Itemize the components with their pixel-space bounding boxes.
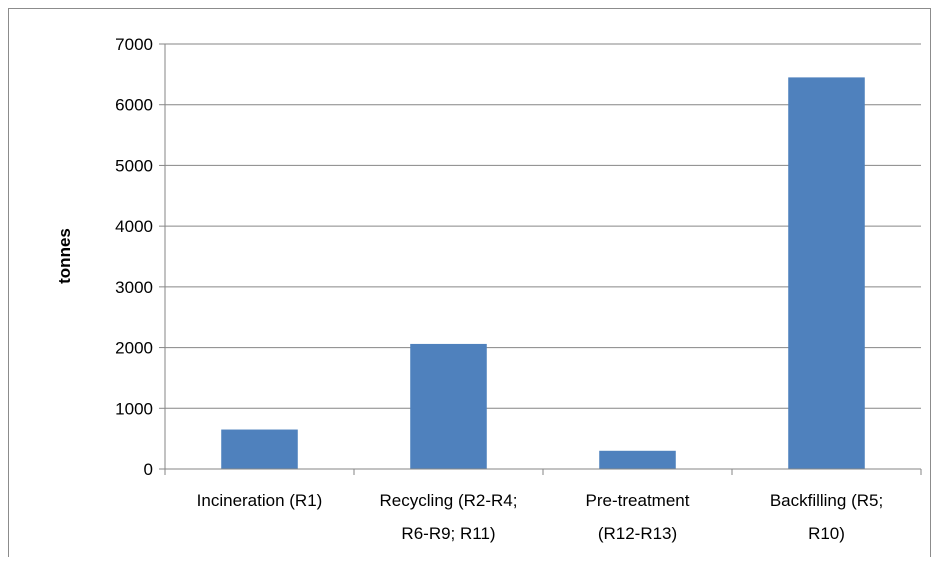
y-tick-label: 4000 [115,217,153,236]
x-tick-label-line: R6-R9; R11) [401,524,495,543]
x-tick-label: Recycling (R2-R4; R6-R9; R11) [380,491,518,543]
x-tick-labels: Incineration (R1) Recycling (R2-R4; R6-R9;… [197,491,884,543]
bar [221,429,298,469]
x-tick-label: Incineration (R1) [197,491,323,510]
y-tick-label: 3000 [115,278,153,297]
x-tick-label-line: (R12-R13) [598,524,677,543]
bar [410,343,487,469]
gridlines [165,43,921,409]
y-tick-label: 6000 [115,96,153,115]
y-axis-label: tonnes [55,228,74,284]
x-tick-label-line: Backfilling (R5; [770,491,883,510]
y-tick-label: 7000 [115,35,153,54]
y-tick-label: 5000 [115,156,153,175]
axes [159,43,922,475]
x-tick-label-line: Recycling (R2-R4; [380,491,518,510]
x-tick-label-line: R10) [808,524,845,543]
x-tick-label: Backfilling (R5; R10) [770,491,883,543]
y-tick-labels: 0 1000 2000 3000 4000 5000 6000 7000 [115,35,153,479]
y-tick-label: 2000 [115,339,153,358]
chart-frame [8,8,931,557]
bar [599,450,676,469]
bar [788,77,865,470]
x-tick-label: Pre-treatment (R12-R13) [586,491,690,543]
x-tick-label-line: Pre-treatment [586,491,690,510]
bars [221,77,865,470]
y-tick-label: 1000 [115,399,153,418]
y-tick-label: 0 [144,460,153,479]
x-tick-label-line: Incineration (R1) [197,491,323,510]
